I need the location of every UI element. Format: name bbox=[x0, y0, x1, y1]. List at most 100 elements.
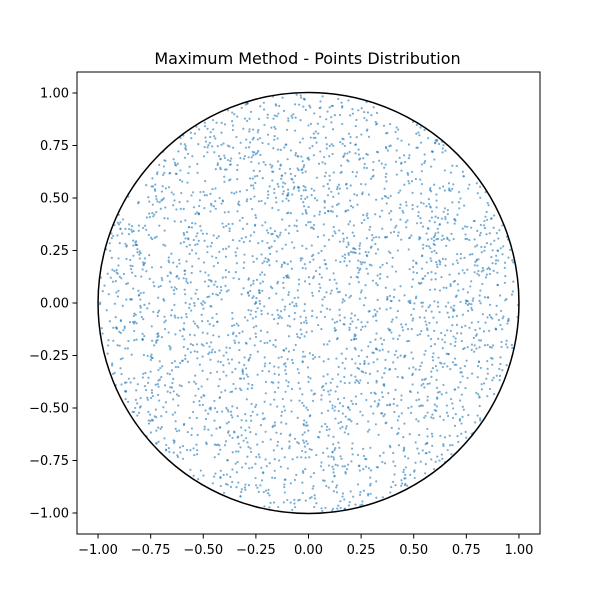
scatter-point bbox=[189, 281, 192, 284]
scatter-point bbox=[203, 194, 206, 197]
scatter-point bbox=[177, 316, 180, 319]
scatter-point bbox=[318, 273, 321, 276]
scatter-point bbox=[327, 409, 330, 412]
scatter-point bbox=[242, 439, 245, 442]
scatter-point bbox=[354, 175, 358, 178]
scatter-point bbox=[360, 289, 363, 292]
scatter-point bbox=[375, 332, 378, 335]
scatter-point bbox=[149, 431, 153, 434]
scatter-point bbox=[424, 414, 427, 418]
scatter-point bbox=[470, 343, 474, 346]
scatter-point bbox=[417, 131, 420, 134]
scatter-point bbox=[405, 204, 408, 207]
scatter-point bbox=[431, 444, 434, 447]
scatter-point bbox=[431, 413, 434, 416]
scatter-point bbox=[246, 291, 250, 294]
scatter-point bbox=[367, 420, 370, 423]
scatter-point bbox=[451, 164, 454, 167]
scatter-point bbox=[193, 132, 197, 135]
scatter-point bbox=[478, 294, 481, 297]
scatter-point bbox=[249, 234, 252, 237]
scatter-point bbox=[301, 469, 305, 473]
scatter-point bbox=[276, 309, 279, 312]
scatter-point bbox=[116, 221, 119, 224]
scatter-point bbox=[287, 350, 291, 353]
scatter-point bbox=[206, 332, 209, 335]
scatter-point bbox=[228, 227, 231, 230]
scatter-point bbox=[376, 405, 379, 408]
scatter-point bbox=[267, 142, 270, 146]
scatter-point bbox=[143, 334, 146, 338]
scatter-point bbox=[286, 467, 289, 470]
scatter-point bbox=[234, 367, 237, 370]
scatter-point bbox=[384, 175, 387, 179]
scatter-point bbox=[222, 491, 226, 495]
scatter-point bbox=[452, 183, 455, 186]
scatter-point bbox=[250, 110, 253, 113]
scatter-point bbox=[305, 223, 308, 227]
scatter-point bbox=[259, 484, 262, 487]
scatter-point bbox=[367, 467, 370, 470]
scatter-point bbox=[425, 261, 428, 264]
scatter-point bbox=[404, 201, 408, 204]
scatter-point bbox=[249, 197, 252, 201]
scatter-point bbox=[433, 343, 437, 346]
scatter-point bbox=[257, 453, 260, 456]
scatter-point bbox=[258, 456, 261, 459]
scatter-point bbox=[299, 94, 302, 97]
scatter-point bbox=[172, 204, 175, 207]
scatter-point bbox=[121, 218, 125, 221]
scatter-point bbox=[148, 254, 151, 257]
scatter-point bbox=[449, 171, 453, 174]
scatter-point bbox=[123, 389, 127, 393]
scatter-point bbox=[455, 314, 458, 318]
scatter-point bbox=[339, 506, 342, 510]
scatter-point bbox=[331, 210, 334, 213]
scatter-point bbox=[358, 252, 361, 255]
scatter-point bbox=[337, 409, 340, 413]
scatter-point bbox=[333, 474, 336, 477]
scatter-point bbox=[354, 402, 358, 406]
scatter-point bbox=[406, 484, 409, 487]
scatter-point bbox=[273, 476, 277, 480]
scatter-point bbox=[126, 400, 130, 403]
scatter-point bbox=[471, 299, 474, 302]
scatter-point bbox=[328, 393, 331, 396]
scatter-point bbox=[345, 468, 349, 471]
scatter-point bbox=[287, 293, 290, 296]
scatter-point bbox=[243, 486, 247, 489]
scatter-point bbox=[258, 299, 261, 303]
scatter-point bbox=[330, 190, 333, 193]
scatter-point bbox=[240, 490, 243, 494]
scatter-point bbox=[482, 330, 486, 333]
scatter-point bbox=[248, 467, 251, 470]
scatter-point bbox=[178, 262, 181, 265]
scatter-point bbox=[438, 310, 441, 314]
scatter-point bbox=[325, 428, 328, 432]
x-tick-label: −1.00 bbox=[78, 543, 118, 558]
scatter-point bbox=[366, 430, 370, 433]
scatter-point bbox=[113, 371, 116, 374]
scatter-point bbox=[162, 173, 165, 176]
scatter-point bbox=[277, 208, 280, 212]
scatter-point bbox=[196, 211, 199, 214]
scatter-point bbox=[152, 215, 155, 218]
scatter-point bbox=[402, 471, 405, 474]
scatter-point bbox=[434, 215, 437, 218]
scatter-point bbox=[128, 320, 132, 324]
scatter-point bbox=[325, 307, 329, 310]
scatter-point bbox=[123, 325, 126, 328]
scatter-point bbox=[287, 381, 290, 384]
scatter-point bbox=[231, 371, 234, 374]
scatter-point bbox=[227, 334, 230, 337]
scatter-point bbox=[470, 348, 473, 351]
scatter-point bbox=[407, 248, 410, 251]
scatter-point bbox=[260, 253, 263, 256]
scatter-point bbox=[203, 425, 206, 428]
scatter-point bbox=[301, 491, 304, 495]
scatter-point bbox=[471, 308, 474, 312]
scatter-point bbox=[442, 237, 445, 240]
scatter-point bbox=[202, 307, 205, 310]
scatter-point bbox=[155, 172, 159, 176]
scatter-point bbox=[304, 170, 307, 173]
